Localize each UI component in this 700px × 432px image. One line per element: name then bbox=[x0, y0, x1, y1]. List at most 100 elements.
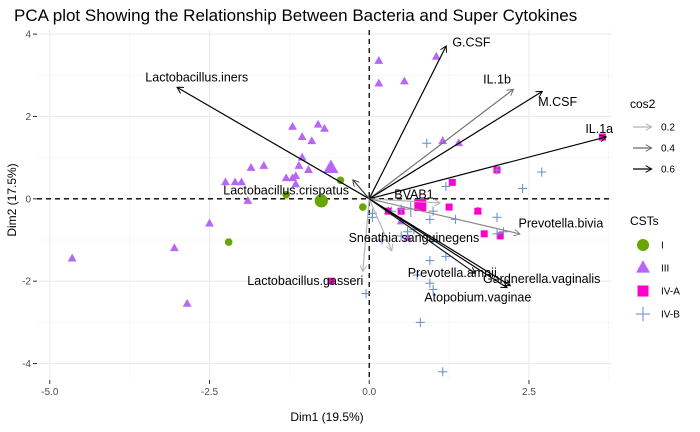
cst-legend-label: I bbox=[661, 241, 664, 252]
arrow-lactobacillus-crispatus bbox=[353, 180, 370, 200]
point-iv-b bbox=[428, 284, 438, 294]
point-iv-b bbox=[441, 181, 451, 192]
point-iv-b bbox=[425, 278, 435, 288]
arrow-sneathia-sanguinegens bbox=[368, 198, 391, 250]
point-iv-b bbox=[377, 235, 387, 245]
label-m-csf: M.CSF bbox=[538, 95, 577, 109]
point-iv-b bbox=[492, 165, 502, 175]
point-iv-b bbox=[396, 231, 406, 241]
label-atopobium-vaginae: Atopobium.vaginae bbox=[424, 291, 531, 305]
point-iv-b bbox=[415, 317, 425, 327]
cos2-legend: cos2 0.2 0.4 0.6 bbox=[630, 97, 675, 176]
point-iv-b bbox=[438, 367, 448, 377]
cst-legend-label: III bbox=[661, 264, 669, 275]
point-iii bbox=[281, 173, 291, 182]
cst-legend-label: IV-B bbox=[661, 310, 680, 321]
point-i bbox=[336, 176, 345, 185]
cos2-legend-label: 0.4 bbox=[661, 144, 675, 155]
x-tick-label: -5.0 bbox=[41, 387, 59, 398]
point-i bbox=[282, 190, 291, 199]
x-axis-title: Dim1 (19.5%) bbox=[290, 410, 363, 424]
point-iii bbox=[438, 136, 448, 145]
cst-legend-key bbox=[636, 260, 650, 273]
label-g-csf: G.CSF bbox=[452, 35, 491, 49]
point-iii bbox=[291, 179, 301, 188]
arrow-lactobacillus-iners bbox=[178, 88, 370, 200]
label-prevotella-amnii: Prevotella.amnii bbox=[408, 266, 497, 280]
arrow-il-1a bbox=[369, 137, 605, 200]
y-tick-label: 2 bbox=[25, 112, 31, 123]
label-bvab1: BVAB1 bbox=[394, 188, 433, 202]
arrow-il-1b bbox=[368, 90, 513, 200]
point-iii bbox=[374, 55, 384, 64]
point-iii bbox=[67, 253, 77, 262]
point-iv-b bbox=[498, 227, 508, 237]
chart-title: PCA plot Showing the Relationship Betwee… bbox=[14, 6, 577, 25]
x-tick-label: 2.5 bbox=[522, 387, 536, 398]
point-iv-a bbox=[327, 277, 335, 285]
label-prevotella-bivia: Prevotella.bivia bbox=[519, 217, 604, 231]
point-iii bbox=[237, 177, 246, 186]
point-iv-b bbox=[492, 229, 502, 239]
y-tick-label: 0 bbox=[25, 194, 31, 205]
label-il-1b: IL.1b bbox=[483, 72, 511, 86]
cst-legend-key bbox=[635, 306, 651, 322]
point-iii bbox=[221, 177, 230, 186]
point-iv-b bbox=[361, 288, 371, 299]
point-iii bbox=[205, 218, 214, 227]
y-tick-label: 4 bbox=[25, 30, 31, 41]
point-iv-a bbox=[496, 232, 504, 240]
point-iii bbox=[313, 119, 323, 128]
point-iii bbox=[182, 298, 192, 307]
label-lactobacillus-crispatus: Lactobacillus.crispatus bbox=[223, 184, 349, 198]
y-tick-label: -2 bbox=[22, 277, 31, 288]
x-tick-label: 0.0 bbox=[362, 387, 376, 398]
point-iii bbox=[294, 160, 304, 169]
point-iv-b bbox=[422, 138, 432, 148]
label-il-1a: IL.1a bbox=[585, 122, 613, 136]
point-iii bbox=[374, 78, 384, 87]
cst-legend-key bbox=[637, 285, 649, 297]
variable-labels: G.CSF IL.1b M.CSF IL.1a Lactobacillus.iners L… bbox=[145, 35, 613, 304]
x-tick-label: -2.5 bbox=[201, 387, 219, 398]
axis-ticks: -5.0 -2.5 0.0 2.5 -4 -2 0 2 4 bbox=[22, 30, 536, 398]
arrow-atopobium-vaginae bbox=[368, 198, 506, 288]
arrow-lactobacillus-gasseri bbox=[363, 198, 370, 271]
cst-legend-label: IV-A bbox=[661, 287, 680, 298]
point-iii bbox=[291, 171, 301, 180]
point-iii bbox=[169, 243, 179, 252]
point-iv-a bbox=[448, 178, 456, 186]
point-i bbox=[224, 238, 233, 246]
point-iv-b bbox=[412, 270, 422, 280]
point-iii bbox=[288, 121, 297, 130]
point-iv-b bbox=[518, 183, 528, 194]
point-iv-b bbox=[425, 256, 435, 266]
point-iii bbox=[230, 177, 240, 186]
point-iv-b bbox=[537, 167, 547, 177]
arrow-prevotella-amnii bbox=[368, 198, 474, 273]
centroid-iii bbox=[323, 159, 339, 173]
cos2-legend-label: 0.2 bbox=[661, 123, 675, 134]
label-sneathia-sanguinegens: Sneathia.sanguinegens bbox=[349, 231, 480, 245]
cst-legend-title: CSTs bbox=[630, 214, 659, 228]
point-iii bbox=[431, 51, 441, 60]
point-iii bbox=[307, 136, 317, 145]
arrow-bvab1 bbox=[369, 198, 439, 203]
point-iii bbox=[246, 163, 256, 171]
point-iii bbox=[297, 132, 307, 140]
point-iv-b bbox=[367, 212, 377, 222]
point-iii bbox=[320, 123, 329, 132]
arrow-m-csf bbox=[368, 92, 542, 200]
y-axis-title: Dim2 (17.5%) bbox=[5, 163, 19, 236]
point-iv-a bbox=[445, 203, 453, 211]
point-iii bbox=[243, 195, 253, 204]
point-iv-b bbox=[425, 214, 435, 224]
point-iii bbox=[403, 233, 412, 241]
cos2-legend-title: cos2 bbox=[630, 97, 656, 111]
point-iv-b bbox=[492, 212, 502, 222]
cos2-legend-label: 0.6 bbox=[661, 165, 675, 176]
point-i bbox=[358, 203, 367, 211]
label-lactobacillus-gasseri: Lactobacillus.gasseri bbox=[247, 274, 363, 288]
